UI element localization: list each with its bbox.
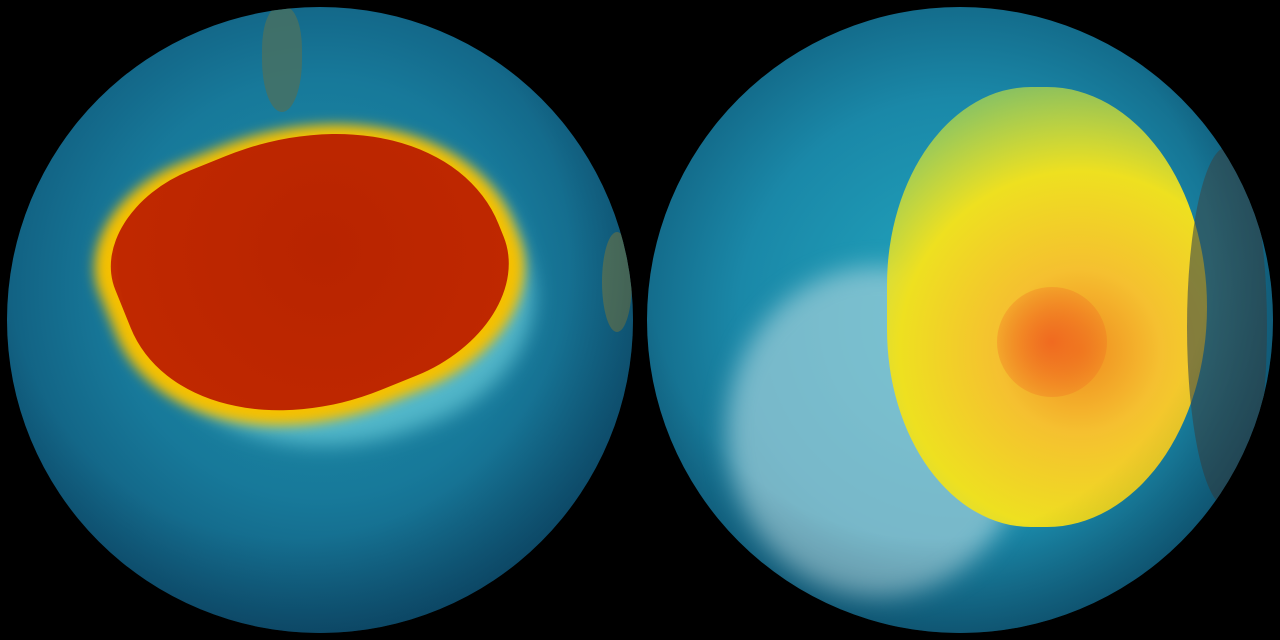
globe-shading [7, 7, 633, 633]
left-globe [7, 7, 633, 633]
right-globe [647, 7, 1273, 633]
globe-shading [647, 7, 1273, 633]
